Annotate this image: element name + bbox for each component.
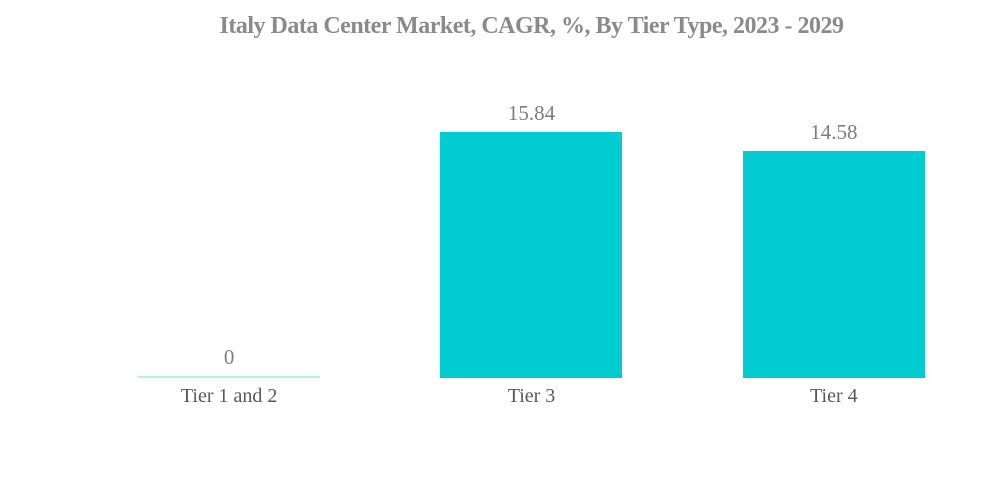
plot-area: 0 Tier 1 and 2 15.84 Tier 3 14.58 Tier 4 xyxy=(78,75,985,406)
bar-group: 14.58 Tier 4 xyxy=(683,75,985,406)
bar xyxy=(742,151,925,378)
category-label: Tier 1 and 2 xyxy=(180,385,278,407)
category-label: Tier 4 xyxy=(810,385,858,407)
bar xyxy=(440,132,623,378)
bar-value-label: 0 xyxy=(223,345,235,369)
bar-value-label: 14.58 xyxy=(810,120,858,144)
bar-value-label: 15.84 xyxy=(507,101,556,125)
bar-group: 15.84 Tier 3 xyxy=(380,75,682,406)
chart-title: Italy Data Center Market, CAGR, %, By Ti… xyxy=(219,13,844,39)
category-label: Tier 3 xyxy=(507,385,556,407)
bar xyxy=(138,376,321,378)
bar-group: 0 Tier 1 and 2 xyxy=(78,75,380,406)
